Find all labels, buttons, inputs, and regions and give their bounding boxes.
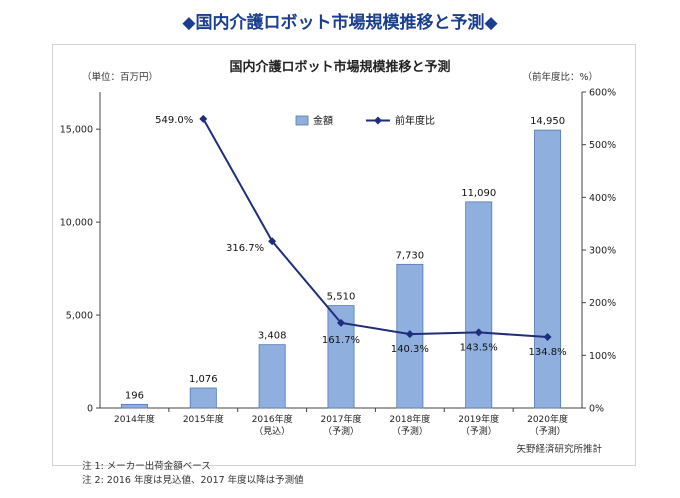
ratio-point — [199, 114, 208, 123]
line-series — [199, 114, 552, 342]
note-1: 注 1: メーカー出荷金額ベース — [82, 461, 211, 472]
ratio-value-label: 134.8% — [529, 347, 567, 358]
x-tick-label: 2014年度 — [114, 413, 155, 425]
x-tick-label: 2019年度 — [458, 413, 499, 425]
bar-series — [120, 129, 562, 409]
bar — [120, 403, 148, 409]
page-header: ◆国内介護ロボット市場規模推移と予測◆ — [182, 13, 498, 33]
y-right-tick-label: 500% — [589, 140, 616, 151]
ratio-value-label: 549.0% — [155, 115, 193, 126]
ratio-point — [337, 318, 345, 327]
legend: 金額 前年度比 — [295, 114, 435, 127]
ratio-value-label: 140.3% — [391, 344, 429, 355]
y-right-tick-label: 100% — [589, 351, 616, 362]
bar — [258, 344, 286, 409]
chart-title: 国内介護ロボット市場規模推移と予測 — [229, 60, 451, 75]
y-right-tick-label: 0% — [589, 404, 604, 415]
x-tick-label: 2015年度 — [183, 413, 224, 425]
ratio-point — [474, 328, 483, 337]
y-right-tick-label: 300% — [589, 246, 616, 257]
x-tick-label: 2017年度 — [321, 413, 362, 425]
legend-line-label: 前年度比 — [395, 114, 435, 127]
x-tick-label: （予測） — [530, 425, 566, 437]
x-tick-label: 2020年度 — [527, 413, 568, 425]
ratio-point — [405, 330, 414, 339]
x-tick-label: （予測） — [392, 425, 428, 437]
legend-bar-swatch — [295, 115, 309, 126]
ratio-value-label: 316.7% — [226, 243, 264, 254]
x-tick-label: （予測） — [323, 425, 359, 437]
y-left-tick-label: 5,000 — [66, 311, 93, 322]
bar-value-label: 5,510 — [327, 292, 356, 303]
x-tick-label: （予測） — [461, 425, 497, 437]
x-tick-label: 2018年度 — [389, 413, 430, 425]
y-right-tick-label: 200% — [589, 298, 616, 309]
y-right-tick-label: 600% — [589, 88, 616, 99]
note-2: 注 2: 2016 年度は見込値、2017 年度以降は予測値 — [82, 475, 304, 486]
bar — [465, 201, 493, 409]
legend-line-marker — [374, 116, 382, 125]
data-labels: 196 1,076 3,408 5,510 7,730 11,090 14,950 549.0… — [125, 115, 567, 401]
x-tick-label: （見込） — [254, 426, 290, 437]
y-right-unit: （前年度比：%） — [522, 71, 598, 83]
legend-bar-label: 金額 — [313, 114, 333, 127]
source-label: 矢野経済研究所推計 — [516, 444, 602, 455]
x-tick-label: 2016年度 — [252, 413, 293, 425]
bar-value-label: 11,090 — [461, 188, 496, 199]
bar-value-label: 3,408 — [258, 331, 287, 342]
y-right-tick-label: 400% — [589, 193, 616, 204]
bar-value-label: 7,730 — [396, 250, 425, 261]
ratio-point — [268, 237, 277, 246]
ratio-point — [543, 333, 552, 342]
ratio-line — [202, 118, 548, 339]
y-left-tick-label: 10,000 — [60, 218, 93, 229]
y-left-unit: （単位：百万円） — [82, 71, 158, 83]
y-left-tick-label: 15,000 — [60, 125, 93, 136]
bar-value-label: 196 — [125, 390, 144, 401]
y-left-tick-label: 0 — [87, 404, 93, 415]
bar-value-label: 14,950 — [530, 116, 565, 127]
ratio-value-label: 143.5% — [460, 342, 498, 353]
ratio-value-label: 161.7% — [322, 335, 360, 346]
bar — [189, 387, 217, 409]
bar — [534, 129, 562, 409]
bar-value-label: 1,076 — [189, 374, 218, 385]
